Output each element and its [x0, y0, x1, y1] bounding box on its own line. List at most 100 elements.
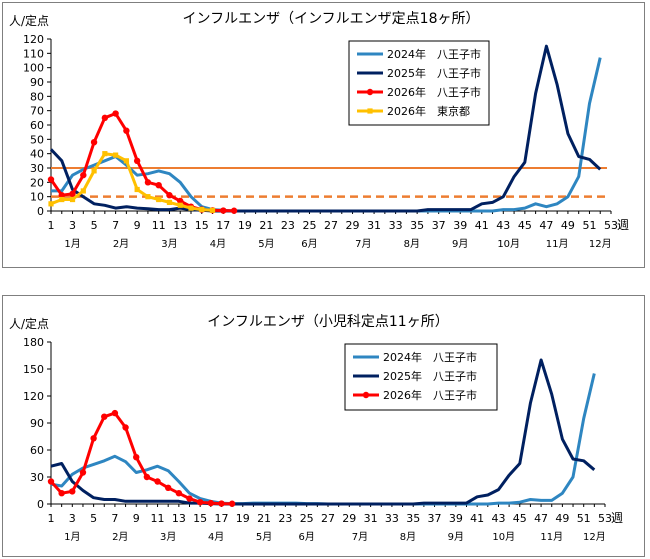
series-line-2 [49, 411, 233, 506]
y-tick-label: 60 [30, 119, 44, 132]
x-tick-label: 9 [134, 219, 141, 232]
data-point [101, 114, 109, 122]
x-tick-label: 53 [604, 219, 618, 232]
data-point [220, 207, 227, 214]
x-tick-label: 37 [428, 512, 442, 525]
y-tick-label: 30 [30, 471, 44, 484]
data-point [218, 500, 225, 507]
data-point [113, 152, 119, 158]
data-point [164, 484, 172, 491]
x-tick-label: 7 [112, 219, 119, 232]
month-label: 3月 [161, 238, 177, 250]
x-tick-label: 7 [111, 512, 118, 525]
x-tick-label: 1 [48, 512, 55, 525]
x-tick-label: 49 [561, 219, 575, 232]
month-label: 2月 [113, 238, 129, 250]
legend-marker [366, 88, 374, 96]
x-tick-label: 19 [236, 512, 250, 525]
month-label: 9月 [452, 238, 468, 250]
data-point [166, 192, 173, 199]
data-point [134, 186, 140, 193]
x-tick-label: 17 [214, 512, 228, 525]
data-point [112, 110, 119, 117]
month-label: 4月 [210, 238, 226, 250]
x-tick-label: 39 [453, 219, 467, 232]
data-point [122, 424, 129, 431]
data-point [59, 196, 65, 203]
x-tick-label: 19 [238, 219, 252, 232]
legend-label: 2024年 八王子市 [387, 47, 481, 61]
month-label: 12月 [589, 238, 612, 250]
y-axis-label: 人/定点 [9, 13, 49, 28]
data-point [143, 473, 151, 481]
legend: 2024年 八王子市 2025年 八王子市 2026年 八王子市 [344, 343, 498, 411]
data-point [123, 158, 129, 164]
x-tick-label: 47 [534, 512, 548, 525]
legend-label: 2024年 八王子市 [383, 350, 477, 364]
y-tick-label: 90 [30, 417, 44, 430]
data-point [133, 157, 141, 165]
x-tick-label: 51 [577, 512, 591, 525]
data-point [101, 413, 108, 420]
x-tick-label: 45 [513, 512, 527, 525]
series-line-0 [51, 57, 602, 213]
data-point [175, 490, 183, 497]
x-tick-label: 13 [172, 512, 186, 525]
x-tick-label: 25 [302, 219, 316, 232]
y-tick-label: 100 [23, 62, 44, 75]
data-point [58, 192, 65, 199]
data-point [177, 202, 183, 208]
y-tick-label: 180 [23, 336, 44, 349]
data-point [111, 409, 119, 417]
data-point [80, 171, 87, 179]
x-tick-label: 17 [216, 219, 230, 232]
month-label: 10月 [497, 238, 520, 250]
data-point [156, 196, 162, 203]
x-tick-label: 15 [195, 219, 209, 232]
x-tick-label: 31 [367, 219, 381, 232]
chart-panel-inflenza-sentinel-18: インフルエンザ（インフルエンザ定点18ヶ所） 人/定点週 0 10 20 30 40 50 60… [2, 2, 645, 268]
series-line-1 [49, 44, 602, 213]
x-tick-label: 31 [364, 512, 378, 525]
month-label: 3月 [160, 531, 176, 543]
month-label: 8月 [404, 238, 420, 250]
data-point [166, 199, 173, 205]
month-label: 11月 [540, 531, 563, 543]
data-point [154, 478, 161, 485]
x-tick-label: 23 [278, 512, 292, 525]
chart-title: インフルエンザ（小児科定点11ヶ所） [207, 314, 448, 330]
x-tick-label: 3 [69, 512, 76, 525]
x-tick-label: 51 [582, 219, 596, 232]
month-label: 6月 [299, 531, 315, 543]
x-tick-label: 21 [259, 219, 273, 232]
data-point [69, 488, 76, 495]
x-tick-label: 21 [257, 512, 271, 525]
month-label: 10月 [492, 531, 515, 543]
data-point [186, 495, 193, 502]
series-line-3 [50, 152, 213, 212]
x-tick-label: 5 [90, 512, 97, 525]
data-point [47, 478, 55, 485]
x-tick-label: 23 [281, 219, 295, 232]
legend-marker [362, 391, 370, 399]
chart-title: インフルエンザ（インフルエンザ定点18ヶ所） [183, 11, 480, 27]
month-label: 5月 [258, 238, 274, 250]
x-tick-label: 41 [475, 219, 489, 232]
data-point [79, 469, 87, 476]
y-axis-label: 人/定点 [9, 316, 49, 331]
legend-label: 2026年 八王子市 [387, 85, 481, 99]
y-tick-label: 60 [30, 444, 44, 457]
data-point [69, 190, 76, 197]
month-label: 11月 [546, 238, 569, 250]
x-tick-label: 35 [406, 512, 420, 525]
data-point [188, 205, 194, 211]
month-label: 2月 [112, 531, 128, 543]
x-tick-label: 39 [449, 512, 463, 525]
month-label: 6月 [301, 238, 317, 250]
data-point [102, 151, 108, 157]
x-tick-label: 29 [342, 512, 356, 525]
data-point [230, 207, 238, 214]
x-tick-label: 33 [389, 219, 403, 232]
data-point [155, 182, 162, 189]
